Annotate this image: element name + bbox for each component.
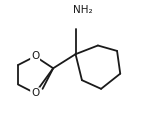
Text: O: O	[31, 51, 39, 61]
Text: NH₂: NH₂	[73, 5, 93, 15]
Text: O: O	[31, 88, 39, 98]
